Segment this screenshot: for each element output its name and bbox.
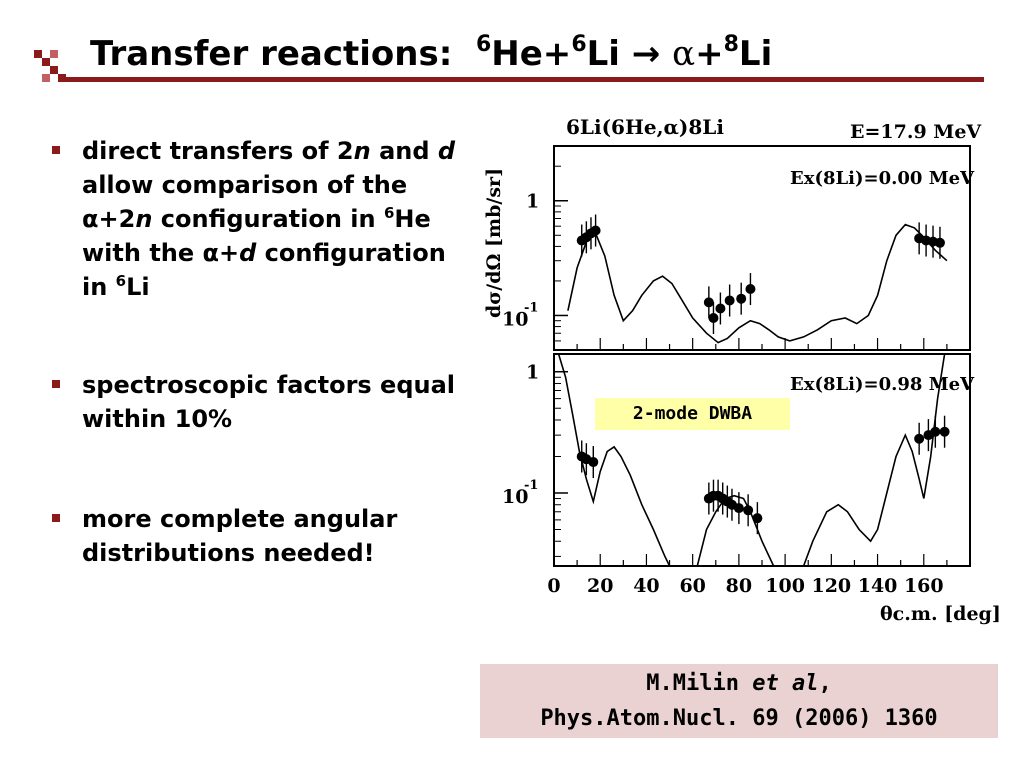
- data-point: [588, 457, 599, 468]
- title-mass-a: 6: [475, 32, 492, 57]
- bullet-text: 6: [115, 272, 127, 290]
- bullet-item-spectroscopic: spectroscopic factors equal within 10%: [48, 368, 468, 436]
- x-tick-label: 120: [811, 575, 851, 597]
- title-plus: +: [695, 34, 724, 74]
- bullet-text: more complete angular distributions need…: [82, 505, 398, 567]
- bullet-text: d: [239, 239, 257, 267]
- bullet-list: direct transfers of 2n and d allow compa…: [48, 134, 468, 570]
- title-prefix: Transfer reactions:: [90, 34, 453, 74]
- bullet-text: n: [353, 137, 371, 165]
- data-point: [715, 303, 726, 314]
- data-point: [930, 426, 941, 437]
- reference-comma: ,: [818, 671, 832, 696]
- data-point: [733, 503, 744, 514]
- data-point: [752, 513, 763, 524]
- x-tick-label: 100: [765, 575, 805, 597]
- y-tick-exponent: -1: [524, 300, 538, 315]
- reaction-label: 6Li(6He,α)8Li: [566, 115, 724, 139]
- plot-frames: [553, 145, 971, 567]
- data-point: [745, 284, 756, 295]
- bullet-text: n: [135, 205, 153, 233]
- y-tick-label: 10: [502, 486, 528, 508]
- angular-distribution-plot: 6Li(6He,α)8Li E=17.9 MeV Ex(8Li)=0.00 Me…: [483, 115, 1000, 625]
- bullet-text: He with the: [82, 205, 431, 267]
- x-tick-label: 140: [858, 575, 898, 597]
- reference-etal: et al: [752, 671, 819, 696]
- x-tick-label: 40: [633, 575, 659, 597]
- bullet-marker-icon: [52, 514, 60, 522]
- data-point: [934, 237, 945, 248]
- data-point: [703, 297, 714, 308]
- x-tick-label: 20: [587, 575, 613, 597]
- bullet-text: configuration in: [152, 205, 384, 233]
- reference-box: M.Milin et al, Phys.Atom.Nucl. 69 (2006)…: [480, 664, 998, 738]
- y-tick-label: 1: [526, 191, 539, 213]
- state-label-bottom: Ex(8Li)=0.98 MeV: [790, 374, 975, 395]
- bullet-text: +2: [98, 205, 136, 233]
- bullet-text: spectroscopic factors equal within 10%: [82, 371, 456, 433]
- reference-author: M.Milin: [646, 671, 753, 696]
- title-nucleus-c: Li: [738, 34, 773, 74]
- x-tick-label: 160: [904, 575, 944, 597]
- title-rule: [66, 77, 984, 82]
- bullet-item-transfers: direct transfers of 2n and d allow compa…: [48, 134, 468, 304]
- bullet-text: Li: [126, 273, 150, 301]
- data-point: [590, 225, 601, 236]
- reference-journal: Phys.Atom.Nucl. 69 (2006) 1360: [540, 706, 938, 731]
- data-point: [736, 293, 747, 304]
- bullet-text: α: [202, 239, 220, 267]
- x-tick-labels: 0 20 40 60 80 100 120 140 160: [547, 575, 943, 597]
- bullet-text: direct transfers of 2: [82, 137, 354, 165]
- y-tick-label: 10: [502, 308, 528, 330]
- bullet-text: +: [219, 239, 240, 267]
- bullet-text: configuration in: [82, 239, 446, 301]
- bullet-text: 6: [383, 204, 395, 222]
- reference-line-1: M.Milin et al,: [480, 666, 998, 701]
- x-tick-label: 60: [679, 575, 705, 597]
- data-point: [939, 426, 950, 437]
- x-tick-label: 0: [547, 575, 560, 597]
- bullet-text: α: [82, 205, 99, 233]
- bullet-text: allow comparison of the: [82, 171, 408, 199]
- energy-label: E=17.9 MeV: [850, 121, 982, 143]
- x-tick-label: 80: [726, 575, 752, 597]
- x-axis-label: θc.m. [deg]: [880, 603, 1000, 625]
- slide-title: Transfer reactions: 6He+6Li → α+8Li: [90, 30, 772, 78]
- data-point: [743, 505, 754, 516]
- bullet-marker-icon: [52, 146, 60, 154]
- logo-icon: [34, 50, 66, 82]
- dwba-label: 2-mode DWBA: [595, 398, 790, 430]
- title-nucleus-a: He+: [491, 34, 572, 74]
- data-points: [576, 214, 950, 535]
- state-label-top: Ex(8Li)=0.00 MeV: [790, 168, 975, 189]
- title-alpha: α: [672, 34, 696, 74]
- bullet-text: and: [370, 137, 438, 165]
- title-mass-c: 8: [723, 32, 739, 57]
- bullet-item-distributions: more complete angular distributions need…: [48, 502, 468, 570]
- bullet-text: d: [437, 137, 456, 165]
- dwba-curve-line: [567, 223, 948, 344]
- bullet-marker-icon: [52, 380, 60, 388]
- title-arrow: →: [631, 34, 661, 74]
- y-tick-label: 1: [526, 362, 539, 384]
- dwba-curves: [557, 223, 948, 566]
- data-point: [724, 295, 735, 306]
- axis-ticks: [553, 145, 971, 566]
- data-point: [708, 313, 719, 324]
- dwba-curve-line: [557, 354, 946, 566]
- y-axis-label: dσ/dΩ [mb/sr]: [483, 168, 505, 318]
- y-tick-exponent: -1: [524, 478, 538, 493]
- title-mass-b: 6: [571, 32, 587, 57]
- data-point: [914, 433, 925, 444]
- title-nucleus-b: Li: [586, 34, 620, 74]
